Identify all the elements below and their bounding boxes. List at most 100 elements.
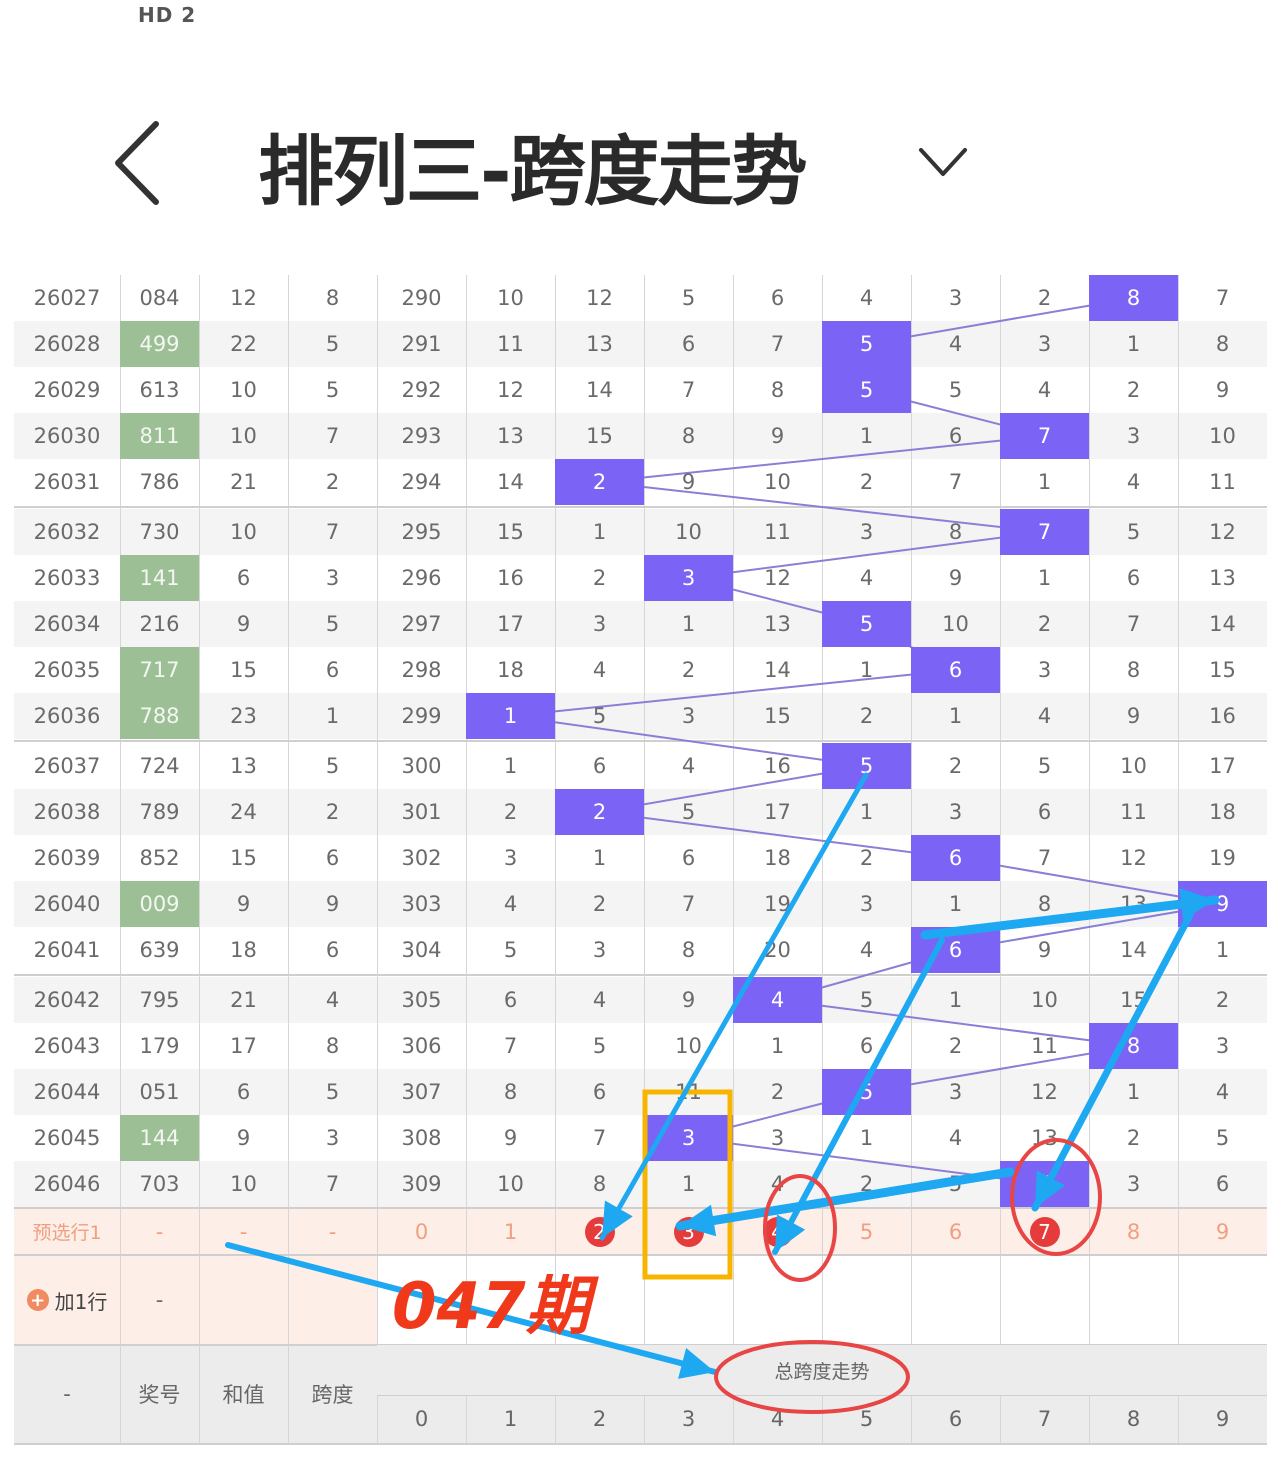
omission-cell: 1 <box>859 1126 874 1150</box>
footer-group-header: 总跨度走势 <box>377 1345 1267 1395</box>
sum-cell: 10 <box>230 378 257 402</box>
omission-cell: 2 <box>503 800 518 824</box>
omission-cell: 3 <box>948 800 963 824</box>
back-button[interactable] <box>110 118 170 208</box>
omission-cell: 5 <box>592 1034 607 1058</box>
preselect-digit-selected[interactable]: 4 <box>733 1208 822 1255</box>
footer-digit-header: 9 <box>1215 1407 1230 1431</box>
preselect-sum: - <box>239 1219 248 1244</box>
preselect-digit-label: 1 <box>503 1219 518 1244</box>
omission-cell: 4 <box>770 1172 785 1196</box>
row-background <box>14 601 1267 647</box>
span-cell: 6 <box>325 658 340 682</box>
span-cell: 7 <box>325 424 340 448</box>
group-divider <box>14 506 1267 508</box>
preselect-digit-label: 9 <box>1215 1219 1230 1244</box>
preselect-digit-selected[interactable]: 7 <box>1000 1208 1089 1255</box>
omission-cell: 6 <box>681 332 696 356</box>
preselect-digit[interactable]: 8 <box>1089 1208 1178 1255</box>
sum-cell: 13 <box>230 754 257 778</box>
omission-cell: 17 <box>1209 754 1236 778</box>
trend-segment <box>510 715 867 767</box>
title-dropdown-button[interactable] <box>915 142 971 182</box>
omission-cell: 5 <box>1215 1126 1230 1150</box>
span-hit-cell: 6 <box>911 647 1000 693</box>
omission-cell: 8 <box>948 520 963 544</box>
omission-cell: 16 <box>764 754 791 778</box>
omission-cell: 300 <box>401 754 442 778</box>
omission-cell: 6 <box>503 988 518 1012</box>
omission-cell: 16 <box>1209 704 1236 728</box>
omission-cell: 7 <box>592 1126 607 1150</box>
omission-cell: 9 <box>1126 704 1141 728</box>
omission-cell: 2 <box>859 704 874 728</box>
omission-cell: 6 <box>770 286 785 310</box>
omission-cell: 1 <box>948 988 963 1012</box>
sum-cell: 6 <box>236 1080 251 1104</box>
period-cell: 26039 <box>33 846 101 870</box>
period-cell: 26027 <box>33 286 101 310</box>
omission-cell: 15 <box>1209 658 1236 682</box>
omission-cell: 3 <box>1037 332 1052 356</box>
omission-cell: 14 <box>586 378 613 402</box>
omission-cell: 15 <box>764 704 791 728</box>
omission-cell: 6 <box>948 424 963 448</box>
chevron-down-icon <box>919 148 967 176</box>
trend-segment <box>510 669 956 717</box>
column-divider <box>377 275 378 1443</box>
preselect-digit[interactable]: 0 <box>377 1208 466 1255</box>
span-cell: 5 <box>325 1080 340 1104</box>
omission-cell: 3 <box>1215 1034 1230 1058</box>
span-hit-cell: 8 <box>1089 275 1178 321</box>
omission-cell: 302 <box>401 846 442 870</box>
omission-cell: 7 <box>1037 846 1052 870</box>
sum-cell: 12 <box>230 286 257 310</box>
omission-cell: 294 <box>401 470 442 494</box>
period-cell: 26041 <box>33 938 101 962</box>
span-hit-cell: 5 <box>822 743 911 789</box>
trend-segment <box>599 481 1045 533</box>
omission-cell: 18 <box>764 846 791 870</box>
omission-cell: 1 <box>1126 332 1141 356</box>
preselect-digit-label: 7 <box>1029 1216 1060 1247</box>
sum-cell: 21 <box>230 988 257 1012</box>
period-cell: 26037 <box>33 754 101 778</box>
omission-cell: 5 <box>1037 754 1052 778</box>
span-cell: 3 <box>325 1126 340 1150</box>
column-divider <box>555 275 556 1443</box>
omission-cell: 10 <box>497 1172 524 1196</box>
sum-cell: 22 <box>230 332 257 356</box>
preselect-digit-selected[interactable]: 2 <box>555 1208 644 1255</box>
span-hit-cell: 3 <box>644 1115 733 1161</box>
add-row-label: 加1行 <box>54 1289 108 1314</box>
omission-cell: 4 <box>1037 378 1052 402</box>
preselect-digit[interactable]: 6 <box>911 1208 1000 1255</box>
omission-cell: 4 <box>503 892 518 916</box>
omission-cell: 292 <box>401 378 442 402</box>
preselect-digit-label: 6 <box>948 1219 963 1244</box>
span-hit-cell: 7 <box>1000 1161 1089 1207</box>
preselect-digit-selected[interactable]: 3 <box>644 1208 733 1255</box>
omission-cell: 13 <box>764 612 791 636</box>
preselect-digit[interactable]: 1 <box>466 1208 555 1255</box>
omission-cell: 14 <box>1209 612 1236 636</box>
preselect-digit[interactable]: 9 <box>1178 1208 1267 1255</box>
span-hit-cell: 5 <box>822 321 911 367</box>
trend-segment <box>599 435 1045 483</box>
omission-cell: 4 <box>859 566 874 590</box>
add-row-button[interactable]: + 加1行 <box>14 1255 120 1345</box>
winning-number-cell: 724 <box>139 754 180 778</box>
sum-cell: 15 <box>230 658 257 682</box>
omission-cell: 14 <box>1120 938 1147 962</box>
sum-cell: 15 <box>230 846 257 870</box>
omission-cell: 4 <box>592 658 607 682</box>
preselect-number: - <box>155 1219 164 1244</box>
omission-cell: 8 <box>681 424 696 448</box>
omission-cell: 1 <box>681 612 696 636</box>
period-cell: 26030 <box>33 424 101 448</box>
sum-cell: 17 <box>230 1034 257 1058</box>
omission-cell: 4 <box>948 332 963 356</box>
winning-number-cell: 144 <box>120 1115 199 1161</box>
footer-period-header: - <box>63 1382 71 1406</box>
preselect-digit[interactable]: 5 <box>822 1208 911 1255</box>
